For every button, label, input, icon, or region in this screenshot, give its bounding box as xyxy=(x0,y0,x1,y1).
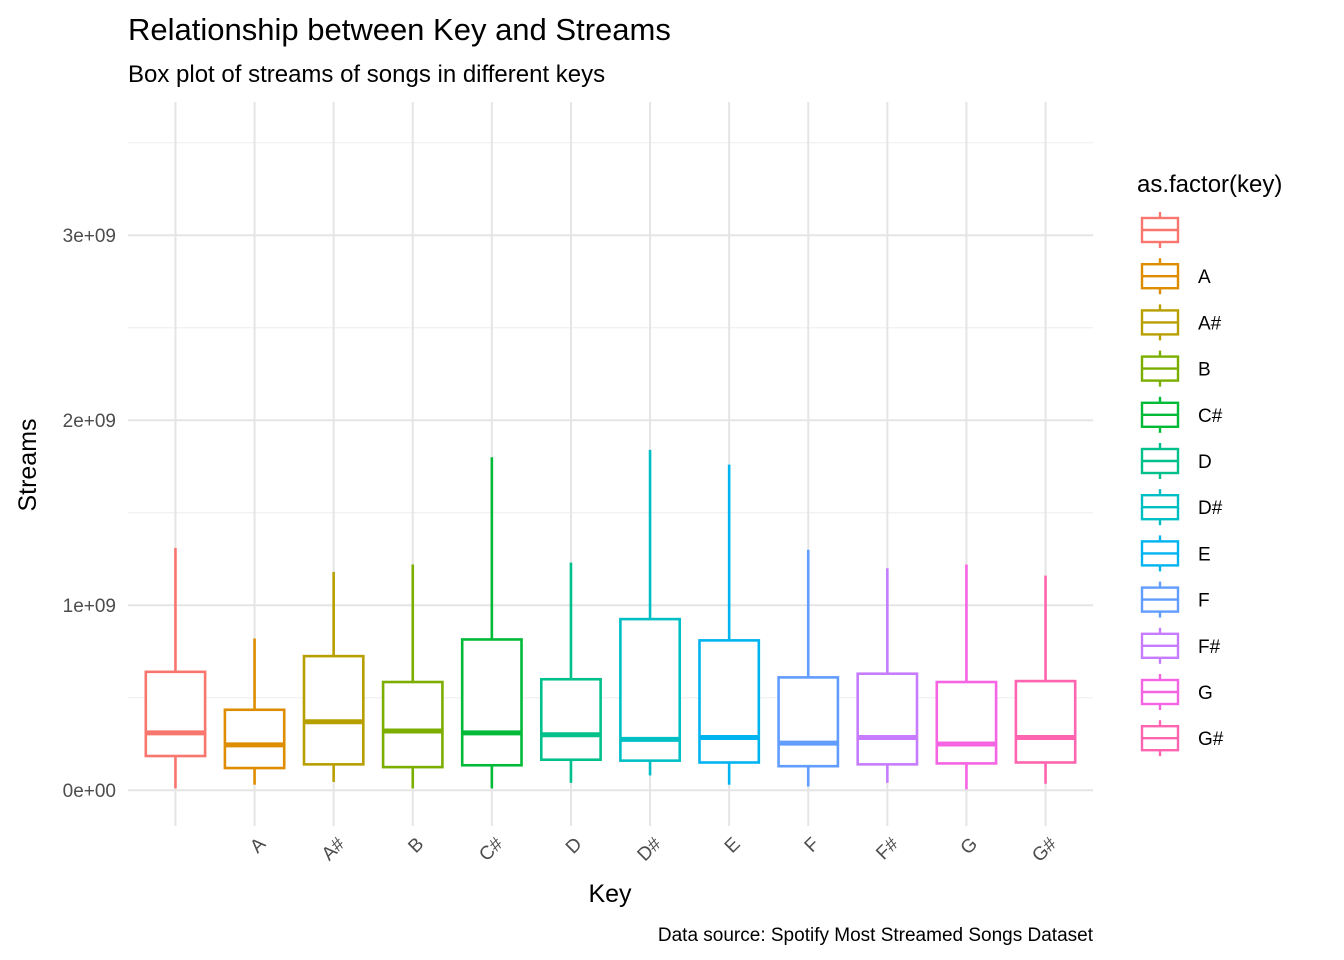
box-iqr xyxy=(698,639,761,764)
legend-item-d: D xyxy=(1140,443,1212,479)
legend-title: as.factor(key) xyxy=(1137,171,1282,198)
legend-label: A# xyxy=(1198,313,1222,334)
legend-item-a-sharp: A# xyxy=(1140,304,1222,341)
legend-item-c-sharp: C# xyxy=(1140,396,1223,433)
legend-label: F xyxy=(1198,591,1210,612)
box-a-sharp xyxy=(302,571,365,782)
legend-key xyxy=(1140,396,1180,433)
legend-label: D xyxy=(1198,452,1212,473)
box-iqr xyxy=(539,677,602,762)
legend-label: D# xyxy=(1198,498,1223,519)
legend-item-blank xyxy=(1140,212,1180,248)
box-iqr xyxy=(381,680,444,769)
box-iqr xyxy=(223,708,286,770)
legend-label: B xyxy=(1198,360,1211,381)
box-series xyxy=(144,449,1077,790)
legend-item-a: A xyxy=(1140,258,1211,295)
legend-key xyxy=(1140,350,1180,387)
legend: A A# B C# D D# E F F# G G# xyxy=(1140,212,1224,757)
legend-key xyxy=(1140,674,1180,710)
x-tick-label: G# xyxy=(1028,833,1061,866)
x-tick-label: E xyxy=(721,834,745,858)
chart-caption: Data source: Spotify Most Streamed Songs… xyxy=(658,925,1094,946)
legend-key xyxy=(1140,443,1180,479)
y-axis-title: Streams xyxy=(14,418,42,511)
legend-key xyxy=(1140,489,1180,526)
legend-label: G xyxy=(1198,683,1213,704)
y-tick-label: 1e+09 xyxy=(63,596,116,617)
x-axis-title: Key xyxy=(588,880,632,908)
legend-label: A xyxy=(1198,267,1211,288)
box-g xyxy=(935,564,998,790)
legend-key xyxy=(1140,627,1180,664)
box-iqr xyxy=(1014,679,1077,764)
box-blank xyxy=(144,547,207,789)
box-a xyxy=(223,638,286,785)
x-tick-label: A# xyxy=(318,833,350,865)
box-iqr xyxy=(144,670,207,758)
legend-item-d-sharp: D# xyxy=(1140,489,1223,526)
legend-item-e: E xyxy=(1140,535,1211,572)
legend-label: G# xyxy=(1198,729,1224,750)
legend-item-f-sharp: F# xyxy=(1140,627,1221,664)
box-b xyxy=(381,564,444,789)
x-tick-label: C# xyxy=(475,833,507,865)
chart-subtitle: Box plot of streams of songs in differen… xyxy=(128,61,605,88)
box-g-sharp xyxy=(1014,575,1077,784)
x-axis-ticks: A A# B C# D D# E F F# G G# xyxy=(246,833,1061,866)
box-iqr xyxy=(302,654,365,766)
chart-title: Relationship between Key and Streams xyxy=(128,12,671,47)
box-iqr xyxy=(460,638,523,767)
x-tick-label: B xyxy=(404,834,428,858)
legend-label: C# xyxy=(1198,406,1223,427)
box-iqr xyxy=(856,672,919,766)
legend-item-b: B xyxy=(1140,350,1211,387)
box-d-sharp xyxy=(619,449,682,776)
y-axis-ticks: 0e+00 1e+09 2e+09 3e+09 xyxy=(63,226,116,802)
legend-key xyxy=(1140,720,1180,757)
box-f xyxy=(777,549,840,787)
box-c-sharp xyxy=(460,457,523,789)
x-tick-label: D# xyxy=(634,833,666,865)
x-tick-label: D xyxy=(562,834,587,859)
x-tick-label: A xyxy=(246,833,270,857)
legend-key xyxy=(1140,258,1180,295)
box-iqr xyxy=(777,676,840,768)
y-tick-label: 2e+09 xyxy=(63,411,116,432)
y-tick-label: 3e+09 xyxy=(63,226,116,247)
legend-label: F# xyxy=(1198,637,1221,658)
legend-key xyxy=(1140,581,1180,618)
legend-key xyxy=(1140,535,1180,572)
box-d xyxy=(539,562,602,783)
x-tick-label: F xyxy=(801,834,824,857)
box-iqr xyxy=(935,680,998,765)
box-e xyxy=(698,464,761,785)
legend-item-f: F xyxy=(1140,581,1210,618)
legend-item-g: G xyxy=(1140,674,1213,710)
x-tick-label: G xyxy=(957,834,982,859)
box-f-sharp xyxy=(856,568,919,783)
legend-label: E xyxy=(1198,544,1211,565)
y-tick-label: 0e+00 xyxy=(63,781,116,802)
legend-key xyxy=(1140,212,1180,248)
x-tick-label: F# xyxy=(872,833,903,864)
legend-key xyxy=(1140,304,1180,341)
legend-item-g-sharp: G# xyxy=(1140,720,1224,757)
